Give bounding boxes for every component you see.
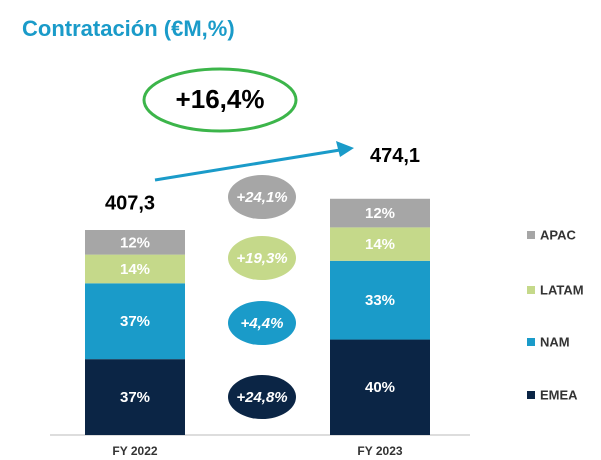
growth-badge xyxy=(228,175,296,219)
legend-swatch xyxy=(527,338,535,346)
bar-segment xyxy=(330,198,430,228)
total-growth: +16,4% xyxy=(176,84,265,114)
growth-label: +4,4% xyxy=(241,315,284,332)
arrow-head xyxy=(336,141,354,157)
legend-label: NAM xyxy=(540,334,570,349)
x-tick-label: FY 2023 xyxy=(357,444,402,458)
total-label: 407,3 xyxy=(105,192,155,214)
total-label: 474,1 xyxy=(370,145,420,167)
legend-swatch xyxy=(527,231,535,239)
legend-label: APAC xyxy=(540,227,576,242)
growth-badge xyxy=(228,301,296,345)
growth-label: +24,8% xyxy=(236,389,287,406)
segment-label: 37% xyxy=(120,389,150,406)
segment-label: 14% xyxy=(365,236,395,253)
growth-arrow xyxy=(154,148,341,182)
legend-swatch xyxy=(527,391,535,399)
bar-segment xyxy=(85,230,185,255)
growth-badge xyxy=(228,375,296,419)
segment-label: 33% xyxy=(365,292,395,309)
legend-label: LATAM xyxy=(540,282,584,297)
growth-ellipse xyxy=(142,67,298,133)
segment-label: 37% xyxy=(120,313,150,330)
bar-segment xyxy=(85,283,185,360)
segment-label: 12% xyxy=(120,234,150,251)
chart-title: Contratación (€M,%) xyxy=(22,16,235,41)
growth-badge xyxy=(228,236,296,280)
bar-segment xyxy=(85,254,185,284)
x-tick-label: FY 2022 xyxy=(112,444,157,458)
bar-segment xyxy=(330,260,430,340)
segment-label: 40% xyxy=(365,379,395,396)
bar-segment xyxy=(330,227,430,261)
growth-label: +24,1% xyxy=(236,189,287,206)
growth-label: +19,3% xyxy=(236,250,287,267)
segment-label: 12% xyxy=(365,205,395,222)
bar-segment xyxy=(330,339,430,435)
legend-label: EMEA xyxy=(540,387,578,402)
segment-label: 14% xyxy=(120,261,150,278)
bar-segment xyxy=(85,359,185,435)
legend-swatch xyxy=(527,286,535,294)
